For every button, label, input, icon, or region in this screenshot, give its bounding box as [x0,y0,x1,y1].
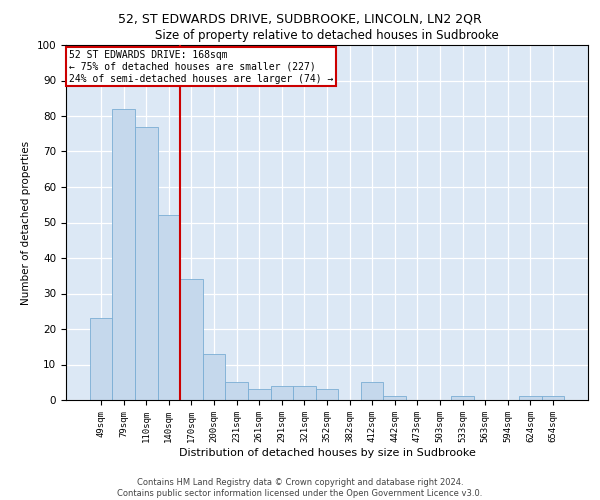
Bar [271,386,293,400]
Bar [226,382,248,400]
Text: 52 ST EDWARDS DRIVE: 168sqm
← 75% of detached houses are smaller (227)
24% of se: 52 ST EDWARDS DRIVE: 168sqm ← 75% of det… [68,50,333,84]
Bar [248,390,271,400]
Bar [383,396,406,400]
Bar [90,318,112,400]
Bar [361,382,383,400]
Bar [203,354,226,400]
Bar [519,396,542,400]
Bar [112,109,135,400]
Bar [542,396,564,400]
Title: Size of property relative to detached houses in Sudbrooke: Size of property relative to detached ho… [155,30,499,43]
Text: Contains HM Land Registry data © Crown copyright and database right 2024.
Contai: Contains HM Land Registry data © Crown c… [118,478,482,498]
Text: 52, ST EDWARDS DRIVE, SUDBROOKE, LINCOLN, LN2 2QR: 52, ST EDWARDS DRIVE, SUDBROOKE, LINCOLN… [118,12,482,26]
Bar [451,396,474,400]
Bar [293,386,316,400]
Bar [135,126,158,400]
Y-axis label: Number of detached properties: Number of detached properties [21,140,31,304]
Bar [158,216,180,400]
Bar [180,280,203,400]
Bar [316,390,338,400]
X-axis label: Distribution of detached houses by size in Sudbrooke: Distribution of detached houses by size … [179,448,475,458]
